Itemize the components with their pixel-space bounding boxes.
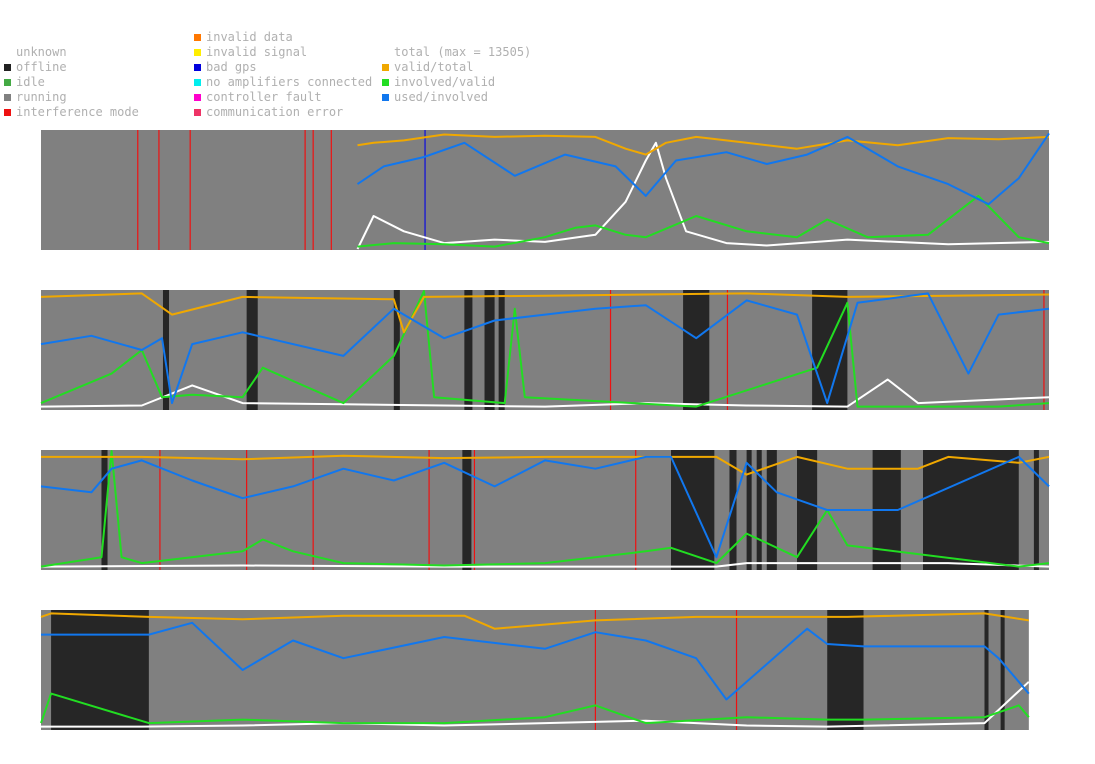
offline-band bbox=[729, 450, 737, 570]
offline-band bbox=[1000, 610, 1005, 730]
legend-label: involved/valid bbox=[394, 75, 496, 89]
valid-total-line bbox=[40, 292, 1050, 334]
metric-legend-item: total (max = 13505) bbox=[382, 45, 531, 60]
legend-label: invalid data bbox=[206, 30, 293, 44]
total-line bbox=[40, 378, 1050, 408]
offline-band bbox=[766, 450, 777, 570]
offline-band bbox=[484, 290, 495, 410]
status-legend: unknown offline idle running interference mo… bbox=[4, 45, 139, 120]
legend-label: bad gps bbox=[206, 60, 257, 74]
error-legend-item: communication error bbox=[194, 105, 372, 120]
used-involved-line bbox=[40, 292, 1050, 405]
legend-label: used/involved bbox=[394, 90, 488, 104]
legend-label: invalid signal bbox=[206, 45, 308, 59]
offline-band bbox=[984, 610, 989, 730]
running-background bbox=[41, 610, 1029, 730]
error-legend-item: invalid data bbox=[194, 30, 372, 45]
status-legend-item: idle bbox=[4, 75, 139, 90]
legend-swatch bbox=[194, 94, 201, 101]
offline-band bbox=[498, 290, 505, 410]
total-line bbox=[41, 681, 1030, 728]
status-legend-item: running bbox=[4, 90, 139, 105]
legend-swatch bbox=[382, 79, 389, 86]
offline-band bbox=[812, 290, 848, 410]
total-line bbox=[40, 562, 1050, 568]
offline-band bbox=[162, 290, 170, 410]
offline-band bbox=[101, 450, 108, 570]
status-legend-item: offline bbox=[4, 60, 139, 75]
legend-swatch bbox=[194, 109, 201, 116]
status-legend-item: unknown bbox=[4, 45, 139, 60]
used-involved-line bbox=[40, 455, 1050, 559]
status-legend-item: interference mode bbox=[4, 105, 139, 120]
total-line bbox=[356, 141, 1050, 250]
legend-label: idle bbox=[16, 75, 45, 89]
legend-swatch bbox=[194, 64, 201, 71]
error-legend-item: controller fault bbox=[194, 90, 372, 105]
timeline-strip-2 bbox=[40, 290, 1050, 410]
metric-legend-item: involved/valid bbox=[382, 75, 531, 90]
legend-swatch bbox=[4, 79, 11, 86]
offline-band bbox=[671, 450, 715, 570]
involved-valid-line bbox=[40, 450, 1050, 568]
legend-label: running bbox=[16, 90, 67, 104]
legend-swatch bbox=[194, 79, 201, 86]
legend-swatch bbox=[382, 64, 389, 71]
legend-swatch bbox=[194, 49, 201, 56]
legend-swatch bbox=[194, 34, 201, 41]
valid-total-line bbox=[357, 133, 1050, 156]
legend-swatch bbox=[4, 49, 11, 56]
offline-band bbox=[797, 450, 818, 570]
offline-band bbox=[756, 450, 762, 570]
offline-band bbox=[683, 290, 710, 410]
error-legend-item: bad gps bbox=[194, 60, 372, 75]
metric-legend-item: used/involved bbox=[382, 90, 531, 105]
used-involved-line bbox=[356, 132, 1050, 206]
error-legend-item: no amplifiers connected bbox=[194, 75, 372, 90]
metric-legend-item: valid/total bbox=[382, 60, 531, 75]
legend-label: interference mode bbox=[16, 105, 139, 119]
valid-total-line bbox=[41, 454, 1050, 476]
involved-valid-line bbox=[357, 194, 1050, 248]
error-legend: invalid data invalid signal bad gps no ampl… bbox=[194, 30, 372, 120]
timeline-strip-1 bbox=[41, 130, 1050, 250]
offline-band bbox=[462, 450, 472, 570]
offline-band bbox=[827, 610, 864, 730]
legend-swatch bbox=[382, 94, 389, 101]
timeline-strip-4 bbox=[40, 610, 1030, 730]
offline-band bbox=[51, 610, 149, 730]
offline-band bbox=[1033, 450, 1039, 570]
valid-total-line bbox=[40, 612, 1029, 630]
legend-swatch bbox=[382, 49, 389, 56]
error-legend-item: invalid signal bbox=[194, 45, 372, 60]
offline-band bbox=[746, 450, 752, 570]
involved-valid-line bbox=[40, 692, 1030, 725]
legend-swatch bbox=[4, 109, 11, 116]
involved-valid-line bbox=[40, 290, 1050, 408]
running-background bbox=[41, 130, 1049, 250]
legend-label: communication error bbox=[206, 105, 344, 119]
offline-band bbox=[923, 450, 1019, 570]
legend-swatch bbox=[4, 94, 11, 101]
timeline-strip-3 bbox=[40, 450, 1050, 570]
used-involved-line bbox=[41, 621, 1030, 701]
legend-label: offline bbox=[16, 60, 67, 74]
legend-label: total (max = 13505) bbox=[394, 45, 532, 59]
legend-label: valid/total bbox=[394, 60, 474, 74]
legend-swatch bbox=[4, 64, 11, 71]
running-background bbox=[41, 290, 1049, 410]
offline-band bbox=[246, 290, 258, 410]
legend-label: controller fault bbox=[206, 90, 322, 104]
legend-label: unknown bbox=[16, 45, 67, 59]
metric-legend: total (max = 13505) valid/total involved/v… bbox=[382, 45, 531, 105]
legend-label: no amplifiers connected bbox=[206, 75, 373, 89]
offline-band bbox=[464, 290, 473, 410]
